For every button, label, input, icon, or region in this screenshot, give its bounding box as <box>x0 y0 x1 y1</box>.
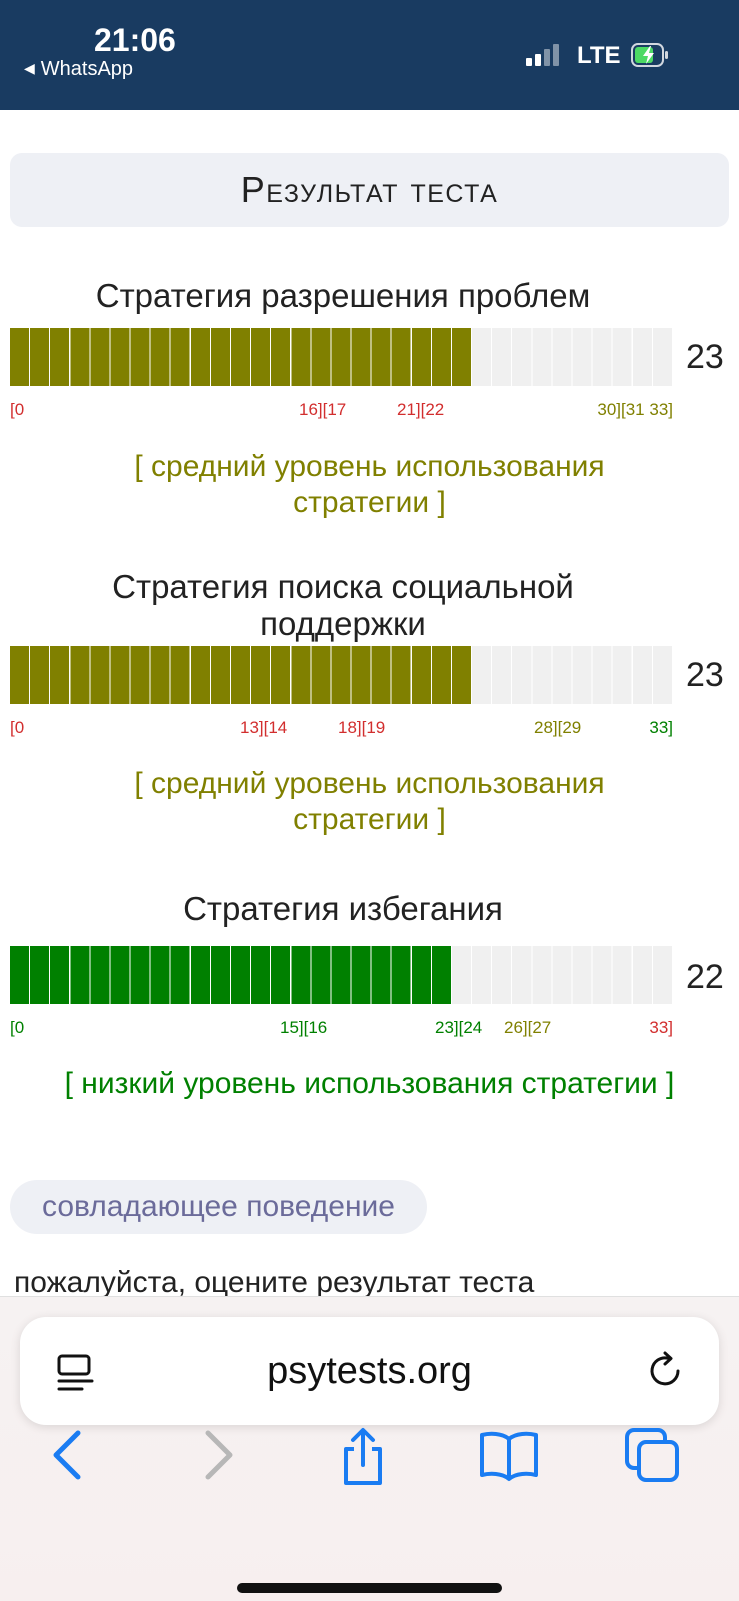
section-2-score-bar <box>10 646 673 704</box>
section-1-verdict: [ средний уровень использования стратеги… <box>134 450 605 519</box>
section-3-score-bar <box>10 946 673 1004</box>
section-1-score: 23 <box>686 338 724 376</box>
section-3-scale: [0 15][16 23][24 26][27 33] <box>10 1018 673 1040</box>
category-tag[interactable]: совладающее поведение <box>10 1180 427 1234</box>
reload-icon[interactable] <box>646 1351 686 1396</box>
status-bar: 21:06 ◀ WhatsApp LTE <box>0 0 739 110</box>
share-icon[interactable] <box>338 1427 388 1492</box>
scale-label: 16][17 <box>299 400 347 419</box>
scale-label: 15][16 <box>280 1018 328 1037</box>
scale-label: 18][19 <box>338 718 386 737</box>
signal-bars-icon <box>526 42 564 66</box>
section-2-scale: [0 13][14 18][19 28][29 33] <box>10 718 673 740</box>
result-header: Результат теста <box>10 153 729 227</box>
section-1-title: Стратегия разрешения проблем <box>95 277 591 314</box>
section-3-title: Стратегия избегания <box>183 890 503 927</box>
back-triangle-icon: ◀ <box>24 60 35 76</box>
browser-toolbar: psytests.org <box>0 1296 739 1601</box>
scale-label: 30][31 33] <box>597 400 673 419</box>
scale-label: [0 <box>10 1018 25 1037</box>
network-type: LTE <box>577 42 621 69</box>
bookmarks-icon[interactable] <box>478 1427 540 1488</box>
tabs-icon[interactable] <box>624 1427 682 1490</box>
url-text[interactable]: psytests.org <box>267 1350 472 1392</box>
scale-label: 13][14 <box>240 718 288 737</box>
back-icon[interactable] <box>46 1427 90 1488</box>
status-time: 21:06 <box>94 22 176 58</box>
reader-mode-icon[interactable] <box>56 1353 96 1398</box>
section-1-scale: [0 16][17 21][22 30][31 33] <box>10 400 673 422</box>
section-2-verdict: [ средний уровень использования стратеги… <box>134 767 605 836</box>
back-to-app-link[interactable]: ◀ WhatsApp <box>24 58 133 81</box>
scale-label: [0 <box>10 400 25 419</box>
scale-label: 28][29 <box>534 718 582 737</box>
home-indicator <box>237 1583 502 1593</box>
scale-label: 23][24 <box>435 1018 483 1037</box>
address-bar[interactable]: psytests.org <box>20 1317 719 1425</box>
scale-label: 33] <box>649 718 673 737</box>
section-3-score: 22 <box>686 958 724 996</box>
page-title: Результат теста <box>240 169 499 210</box>
section-2-score: 23 <box>686 656 724 694</box>
scale-label: 21][22 <box>397 400 445 419</box>
section-2-title: Стратегия поиска социальной поддержки <box>112 568 574 642</box>
scale-label: [0 <box>10 718 25 737</box>
scale-label: 26][27 <box>504 1018 552 1037</box>
scale-label: 33] <box>649 1018 673 1037</box>
battery-charging-icon <box>631 43 669 72</box>
section-3-verdict: [ низкий уровень использования стратегии… <box>64 1067 675 1100</box>
back-app-label: WhatsApp <box>40 58 134 80</box>
rate-result-text: пожалуйста, оцените результат теста <box>14 1266 535 1299</box>
forward-icon[interactable] <box>196 1427 240 1488</box>
section-1-score-bar <box>10 328 673 386</box>
